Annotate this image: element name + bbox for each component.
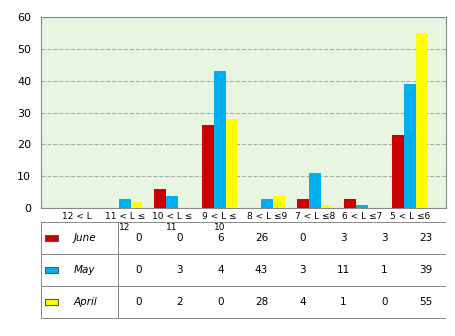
Text: 11: 11 (337, 265, 350, 275)
Text: 23: 23 (419, 233, 432, 243)
Text: 0: 0 (299, 233, 306, 243)
Text: 26: 26 (255, 233, 268, 243)
Text: 0: 0 (135, 297, 142, 307)
Text: June: June (73, 233, 96, 243)
Bar (45, 267, 58, 273)
Text: 3: 3 (340, 233, 347, 243)
Bar (321, 205, 333, 208)
Text: 0: 0 (135, 233, 142, 243)
Bar (309, 173, 321, 208)
Text: 1: 1 (381, 265, 388, 275)
Text: 0: 0 (176, 233, 182, 243)
Text: 2: 2 (176, 297, 183, 307)
Text: 43: 43 (255, 265, 268, 275)
Bar (392, 135, 404, 208)
Text: 0: 0 (381, 297, 388, 307)
Bar (202, 125, 214, 208)
Text: 4: 4 (299, 297, 306, 307)
Bar (154, 189, 166, 208)
Bar (297, 199, 309, 208)
Text: 0: 0 (217, 297, 224, 307)
Text: 1: 1 (340, 297, 347, 307)
Bar (45, 299, 58, 305)
Text: May: May (73, 265, 95, 275)
Text: 3: 3 (176, 265, 183, 275)
Bar (344, 199, 356, 208)
Text: April: April (73, 297, 97, 307)
Bar (356, 205, 368, 208)
Bar (119, 199, 131, 208)
Text: 3: 3 (381, 233, 388, 243)
Bar (273, 196, 285, 208)
Bar (226, 119, 238, 208)
Bar (131, 202, 142, 208)
Text: 6: 6 (217, 233, 224, 243)
Text: 39: 39 (419, 265, 432, 275)
Bar (45, 235, 58, 241)
Bar (261, 199, 273, 208)
Text: 55: 55 (419, 297, 432, 307)
Bar (166, 196, 178, 208)
Text: 28: 28 (255, 297, 268, 307)
Text: 0: 0 (135, 265, 142, 275)
Bar (415, 33, 428, 208)
Text: 3: 3 (299, 265, 306, 275)
Bar (214, 71, 226, 208)
Text: 4: 4 (217, 265, 224, 275)
Bar (404, 84, 415, 208)
